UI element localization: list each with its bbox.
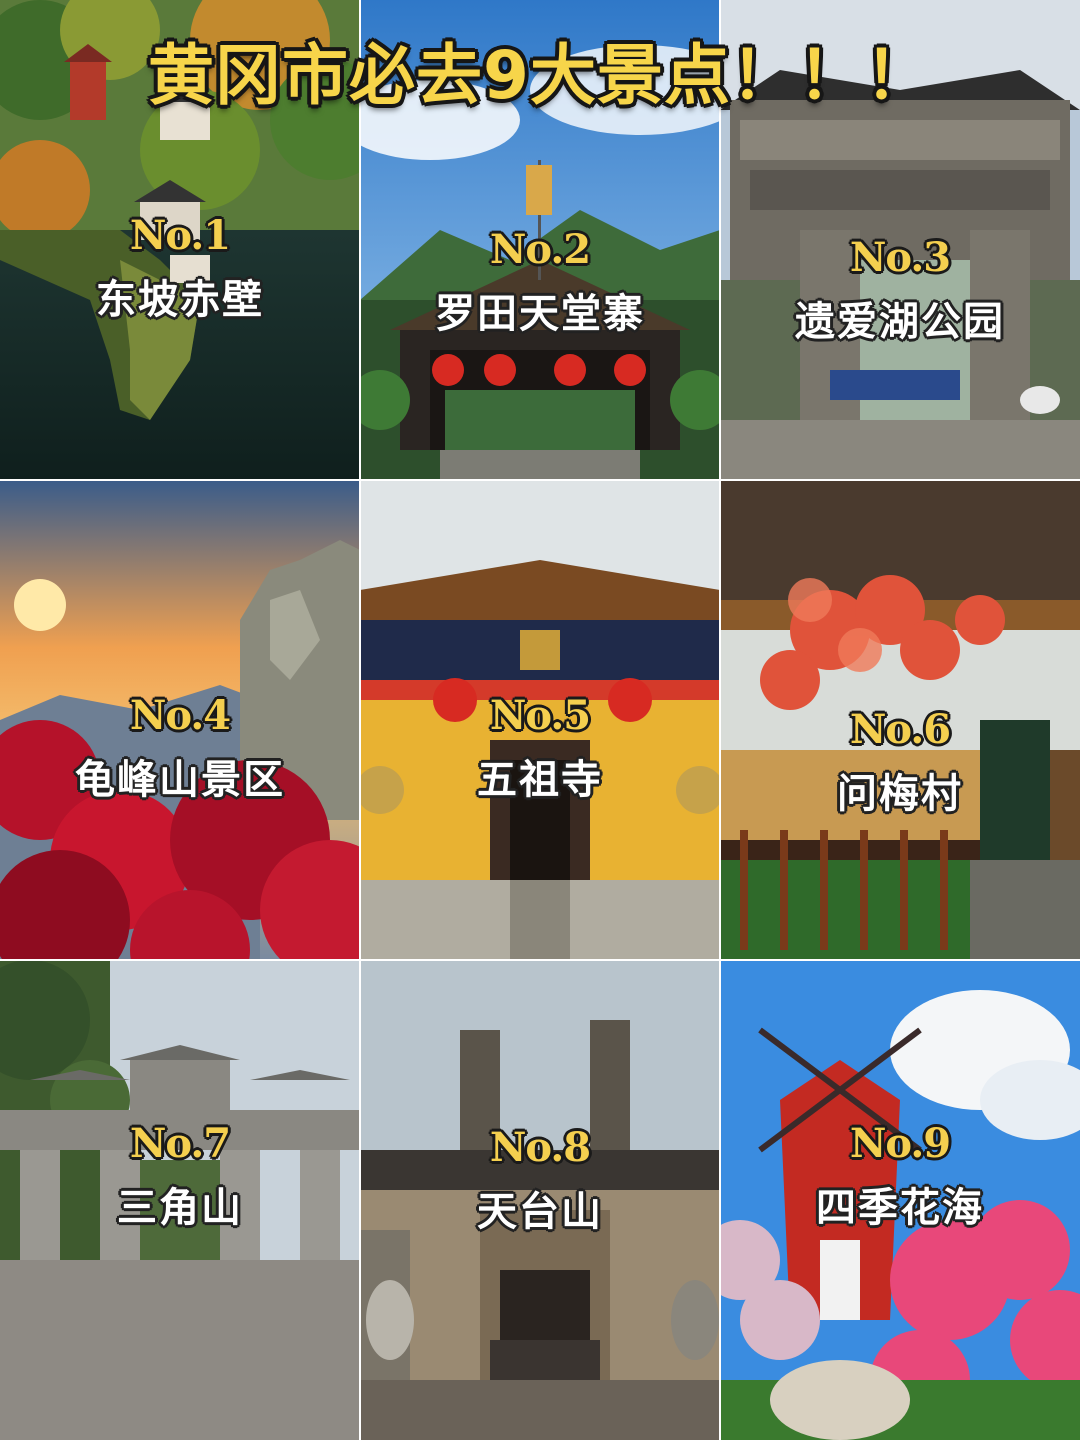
spot-number: No.1 bbox=[129, 212, 231, 259]
spot-label-3: No.3 遗爱湖公园 bbox=[720, 234, 1080, 349]
spot-name: 东坡赤壁 bbox=[96, 277, 264, 323]
page-title: 黄冈市必去9大景点！！！ bbox=[148, 37, 932, 114]
spot-tile-2[interactable]: No.2 罗田天堂寨 bbox=[360, 0, 720, 480]
spot-tile-3[interactable]: No.3 遗爱湖公园 bbox=[720, 0, 1080, 480]
spot-label-9: No.9 四季花海 bbox=[720, 1120, 1080, 1235]
spot-name: 四季花海 bbox=[816, 1185, 984, 1231]
spot-number: No.7 bbox=[129, 1120, 231, 1167]
spot-name: 三角山 bbox=[117, 1185, 243, 1231]
spot-label-2: No.2 罗田天堂寨 bbox=[360, 226, 720, 341]
spot-tile-4[interactable]: No.4 龟峰山景区 bbox=[0, 480, 360, 960]
spot-number: No.8 bbox=[489, 1124, 591, 1171]
spot-label-6: No.6 问梅村 bbox=[720, 706, 1080, 821]
spot-number: No.4 bbox=[129, 692, 231, 739]
stone-gate-photo bbox=[0, 960, 360, 1440]
spot-name: 遗爱湖公园 bbox=[795, 299, 1005, 345]
divider bbox=[719, 0, 721, 1440]
stone-temple-photo bbox=[360, 960, 720, 1440]
stone-archway-photo bbox=[720, 0, 1080, 480]
divider bbox=[0, 479, 1080, 481]
spot-label-7: No.7 三角山 bbox=[0, 1120, 360, 1235]
divider bbox=[359, 0, 361, 1440]
spot-tile-7[interactable]: No.7 三角山 bbox=[0, 960, 360, 1440]
spot-number: No.5 bbox=[489, 692, 591, 739]
spot-label-4: No.4 龟峰山景区 bbox=[0, 692, 360, 807]
spot-tile-5[interactable]: No.5 五祖寺 bbox=[360, 480, 720, 960]
spot-number: No.6 bbox=[849, 706, 951, 753]
spot-tile-1[interactable]: No.1 东坡赤壁 bbox=[0, 0, 360, 480]
windmill-flowers-photo bbox=[720, 960, 1080, 1440]
spot-label-1: No.1 东坡赤壁 bbox=[0, 212, 360, 327]
sunset-azalea-photo bbox=[0, 480, 360, 960]
spot-name: 罗田天堂寨 bbox=[435, 291, 645, 337]
pagoda-island-photo bbox=[0, 0, 360, 480]
divider bbox=[0, 959, 1080, 961]
spot-number: No.9 bbox=[849, 1120, 951, 1167]
yellow-temple-photo bbox=[360, 480, 720, 960]
spot-name: 五祖寺 bbox=[477, 757, 603, 803]
spot-name: 龟峰山景区 bbox=[75, 757, 285, 803]
maple-wooden-house-photo bbox=[720, 480, 1080, 960]
spot-number: No.3 bbox=[849, 234, 951, 281]
spot-tile-8[interactable]: No.8 天台山 bbox=[360, 960, 720, 1440]
lantern-gate-photo bbox=[360, 0, 720, 480]
spot-label-8: No.8 天台山 bbox=[360, 1124, 720, 1239]
spot-tile-6[interactable]: No.6 问梅村 bbox=[720, 480, 1080, 960]
spot-label-5: No.5 五祖寺 bbox=[360, 692, 720, 807]
spot-number: No.2 bbox=[489, 226, 591, 273]
spot-tile-9[interactable]: No.9 四季花海 bbox=[720, 960, 1080, 1440]
spot-name: 问梅村 bbox=[837, 771, 963, 817]
spot-name: 天台山 bbox=[477, 1189, 603, 1235]
